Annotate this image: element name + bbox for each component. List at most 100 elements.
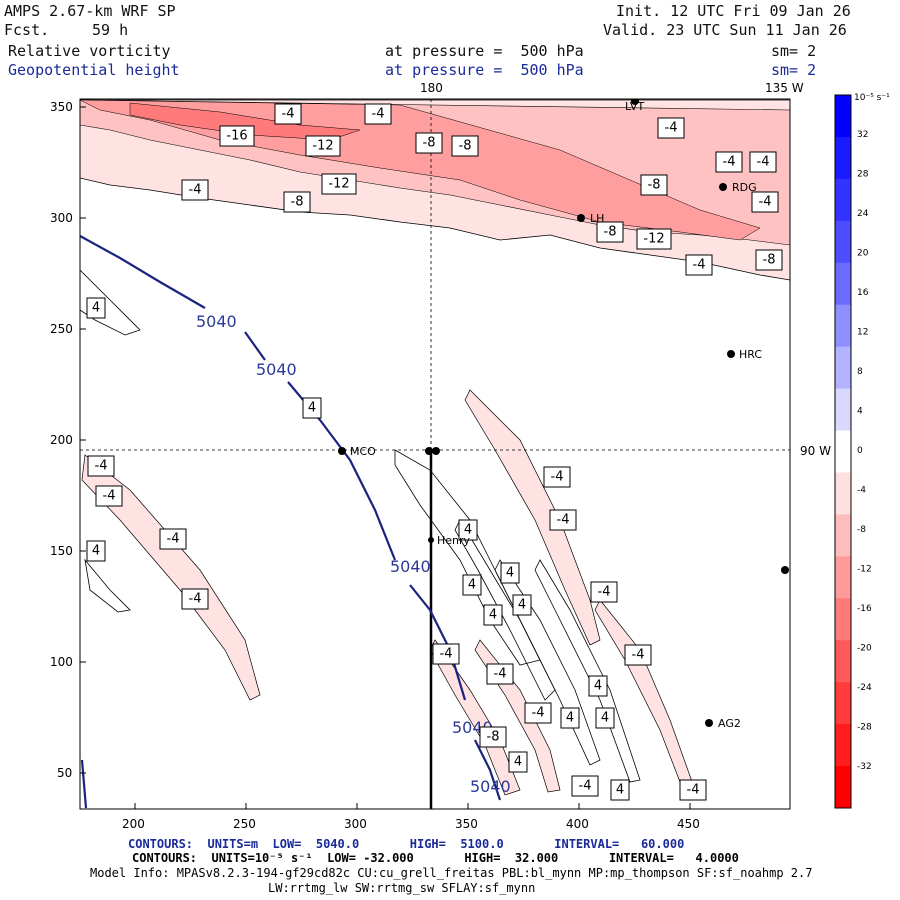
y-tick-label: 250	[50, 322, 73, 336]
contour-label: 4	[601, 711, 609, 726]
contour-label: 4	[489, 608, 497, 623]
field2-level: at pressure = 500 hPa	[385, 61, 584, 79]
contour-label: -8	[604, 225, 617, 240]
contour-label: 4	[464, 523, 472, 538]
geopotential-height-contour	[80, 235, 206, 309]
contour-label: 4	[514, 755, 522, 770]
y-tick-label: 50	[57, 766, 72, 780]
station-dot-pole	[432, 447, 440, 455]
geopotential-height-contour	[474, 739, 502, 801]
field2-smoothing: sm= 2	[771, 61, 817, 79]
vorticity-contour	[534, 559, 641, 783]
plot-area: 5040 5040 5040 5040 5040 -4 -4 -16 -12 -…	[80, 99, 790, 809]
vorticity-streak	[429, 639, 521, 796]
x-tick-label: 450	[677, 817, 700, 831]
colorbar-swatch	[835, 766, 851, 809]
colorbar-swatch	[835, 598, 851, 641]
contour-label: -4	[665, 121, 678, 136]
contour-label: 4	[566, 711, 574, 726]
contour-label: 4	[92, 301, 100, 316]
contour-label: -4	[282, 107, 295, 122]
y-tick-label: 300	[50, 211, 73, 225]
colorbar-swatch	[835, 304, 851, 348]
contour-label: -8	[648, 178, 661, 193]
contour-label: -12	[643, 232, 664, 247]
colorbar-level-label: 8	[857, 367, 863, 377]
contour-label: -4	[693, 258, 706, 273]
contour-label: -4	[189, 592, 202, 607]
station-dot-edge	[781, 566, 789, 574]
forecast-hours: 59 h	[92, 21, 129, 39]
colorbar-level-label: 32	[857, 130, 868, 140]
station-label-hrc: HRC	[739, 348, 762, 361]
contour-label: -4	[579, 779, 592, 794]
colorbar-swatch	[835, 262, 851, 306]
colorbar-swatch	[835, 724, 851, 767]
colorbar-swatch	[835, 430, 851, 473]
footer-model-info: Model Info: MPASv8.2.3-194-gf29cd82c CU:…	[90, 866, 813, 880]
y-tick-label: 350	[50, 100, 73, 114]
height-label: 5040	[256, 360, 297, 379]
vorticity-contour	[84, 558, 131, 613]
colorbar-level-label: 0	[857, 446, 863, 456]
contour-label: 4	[616, 783, 624, 798]
station-dot-lvt	[631, 99, 639, 105]
contour-label: -8	[291, 195, 304, 210]
contour-label: -12	[312, 139, 333, 154]
plot-frame	[79, 98, 791, 810]
x-tick-label: 250	[233, 817, 256, 831]
colorbar-unit: 10⁻⁵ s⁻¹	[854, 93, 890, 103]
contour-label: -4	[687, 783, 700, 798]
y-tick-label: 100	[50, 655, 73, 669]
colorbar-swatch	[835, 95, 851, 138]
field1-smoothing: sm= 2	[771, 42, 817, 60]
colorbar-swatch	[835, 346, 851, 390]
vorticity-contour	[394, 449, 541, 666]
station-dot-rdg	[719, 183, 727, 191]
contour-label: -4	[759, 195, 772, 210]
station-markers: LVT RDG LH HRC MCO Henry AG2	[338, 99, 789, 730]
colorbar-level-label: 16	[857, 288, 869, 298]
contour-label: -4	[723, 155, 736, 170]
contour-label: -8	[423, 136, 436, 151]
init-time: Init. 12 UTC Fri 09 Jan 26	[616, 2, 851, 20]
height-label: 5040	[390, 557, 431, 576]
colorbar-swatch	[835, 220, 851, 264]
footer-vorticity-contours: CONTOURS: UNITS=10⁻⁵ s⁻¹ LOW= -32.000 HI…	[132, 851, 739, 865]
contour-label: -4	[632, 648, 645, 663]
colorbar-level-label: -4	[857, 486, 866, 496]
colorbar-swatch	[835, 514, 851, 557]
contour-label: -4	[167, 532, 180, 547]
contour-label: 4	[518, 598, 526, 613]
contour-label-group: -4 -4 -16 -12 -8 -8 -4 -4 -4 -12 -4 -8 -…	[86, 103, 783, 801]
colorbar-level-label: 4	[857, 407, 863, 417]
geopotential-height-contour	[80, 759, 88, 809]
vorticity-contour	[494, 559, 601, 766]
contour-label: -4	[598, 585, 611, 600]
contour-label: -4	[557, 513, 570, 528]
y-tick-label: 200	[50, 433, 73, 447]
contour-label: -4	[372, 107, 385, 122]
field1-level: at pressure = 500 hPa	[385, 42, 584, 60]
colorbar-level-label: -12	[857, 565, 872, 575]
contour-label: -4	[440, 647, 453, 662]
x-axis: 200 250 300 350 400 450	[122, 803, 700, 831]
contour-label: -8	[487, 730, 500, 745]
colorbar-swatch	[835, 556, 851, 599]
colorbar-level-label: 12	[857, 328, 868, 338]
station-dot-henry	[428, 537, 434, 543]
x-tick-label: 400	[566, 817, 589, 831]
contour-label: 4	[92, 544, 100, 559]
colorbar-level-label: -16	[857, 604, 872, 614]
colorbar-frame	[834, 94, 852, 809]
station-label-henry: Henry	[437, 534, 471, 547]
colorbar-level-label: 28	[857, 170, 869, 180]
colorbar-level-label: -24	[857, 683, 872, 693]
contour-label: -4	[189, 183, 202, 198]
contour-label: 4	[468, 578, 476, 593]
contour-label: -12	[328, 177, 349, 192]
colorbar: 10⁻⁵ s⁻¹ 32 28 24 20 16 12 8 4 0 -4 -8 -12 -16 -20 -24…	[834, 93, 890, 809]
footer-height-contours: CONTOURS: UNITS=m LOW= 5040.0 HIGH= 5100…	[128, 837, 685, 851]
station-dot-ag2	[705, 719, 713, 727]
